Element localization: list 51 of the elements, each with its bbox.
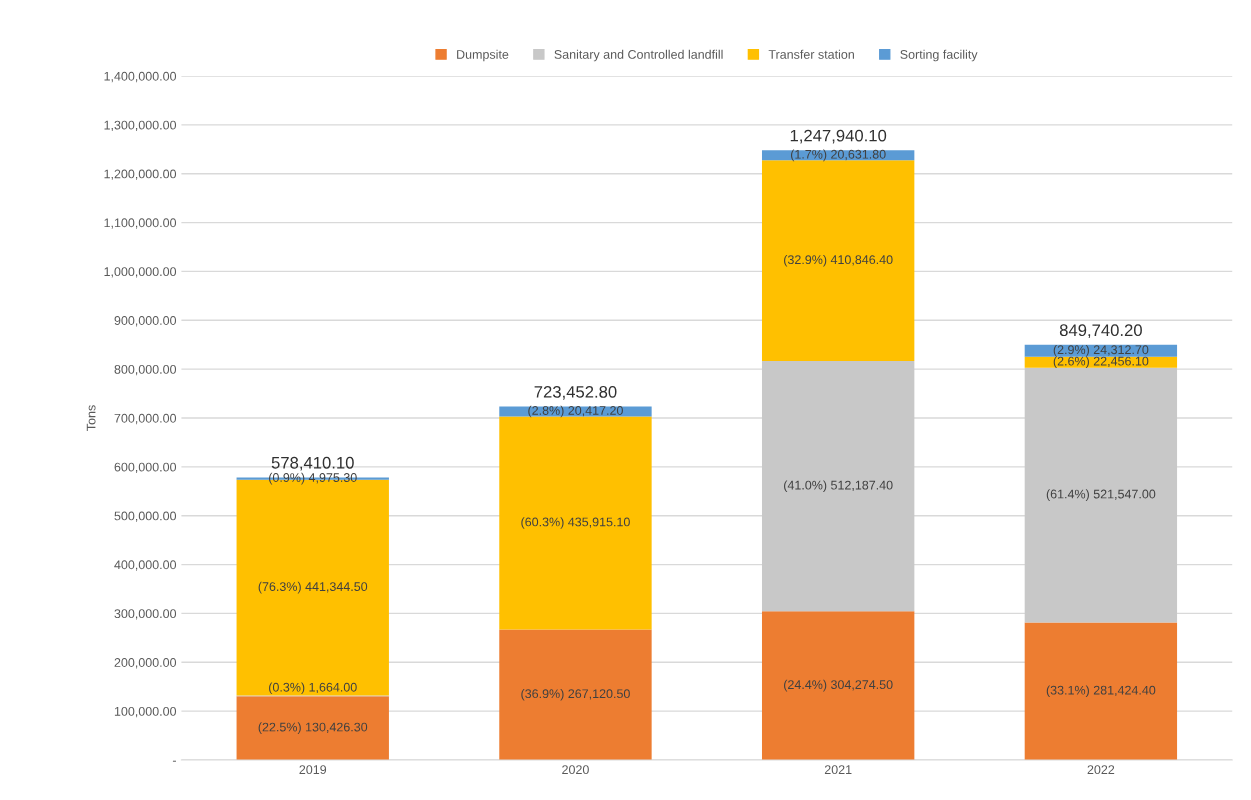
total-label: 1,247,940.10 (790, 129, 887, 144)
data-label: (2.9%) 24,312.70 (1053, 344, 1149, 357)
y-axis-title: Tons (86, 405, 96, 431)
data-label: (33.1%) 281,424.40 (1046, 685, 1156, 698)
y-tick-label: 300,000.00 (114, 609, 177, 620)
y-tick-label: 1,200,000.00 (104, 169, 177, 180)
y-tick-label: - (172, 760, 176, 762)
data-label: (24.4%) 304,274.50 (784, 679, 893, 692)
y-tick-label: 600,000.00 (114, 462, 177, 473)
data-label: (36.9%) 267,120.50 (521, 688, 630, 701)
x-tick-label: 2021 (824, 765, 852, 775)
bar (499, 629, 652, 760)
bar (236, 696, 389, 760)
x-tick-label: 2020 (562, 765, 589, 775)
x-tick-label: 2019 (299, 765, 327, 775)
data-label: (0.3%) 1,664.00 (269, 682, 357, 695)
y-tick-label: 900,000.00 (114, 316, 177, 327)
data-label: (1.7%) 20,631.80 (791, 149, 886, 162)
bar (761, 361, 915, 612)
bar (499, 416, 652, 630)
y-tick-label: 1,400,000.00 (104, 71, 177, 83)
y-tick-label: 200,000.00 (114, 658, 177, 669)
legend-label: Transfer station (768, 49, 854, 59)
legend-label: Sorting facility (900, 49, 978, 62)
y-tick-label: 1,000,000.00 (104, 267, 177, 278)
data-label: (2.8%) 20,417.20 (528, 405, 623, 418)
data-label: (60.3%) 435,915.10 (521, 517, 630, 529)
data-label: (2.6%) 22,456.10 (1053, 356, 1149, 369)
y-tick-label: 100,000.00 (114, 706, 177, 718)
y-tick-label: 700,000.00 (114, 413, 177, 425)
y-tick-label: 1,300,000.00 (104, 120, 177, 131)
data-label: (32.9%) 410,846.40 (784, 254, 893, 267)
y-tick-label: 400,000.00 (114, 560, 177, 571)
y-tick-label: 1,100,000.00 (104, 218, 177, 229)
legend-label: Dumpsite (457, 49, 509, 62)
data-label: (0.9%) 4,975.30 (269, 472, 357, 485)
total-label: 578,410.10 (271, 456, 354, 471)
bar (761, 611, 915, 760)
bar (1024, 622, 1178, 760)
data-label: (61.4%) 521,547.00 (1046, 489, 1156, 501)
legend-label: Sanitary and Controlled landfill (554, 49, 723, 62)
data-label: (41.0%) 512,187.40 (784, 480, 893, 493)
total-label: 723,452.80 (534, 385, 617, 400)
data-label: (76.3%) 441,344.50 (258, 581, 368, 594)
y-tick-label: 500,000.00 (114, 511, 177, 522)
y-tick-label: 800,000.00 (114, 364, 177, 376)
data-label: (22.5%) 130,426.30 (258, 722, 368, 734)
bar (1024, 367, 1178, 623)
x-tick-label: 2022 (1087, 765, 1115, 775)
total-label: 849,740.20 (1059, 324, 1142, 339)
bar (761, 160, 915, 362)
